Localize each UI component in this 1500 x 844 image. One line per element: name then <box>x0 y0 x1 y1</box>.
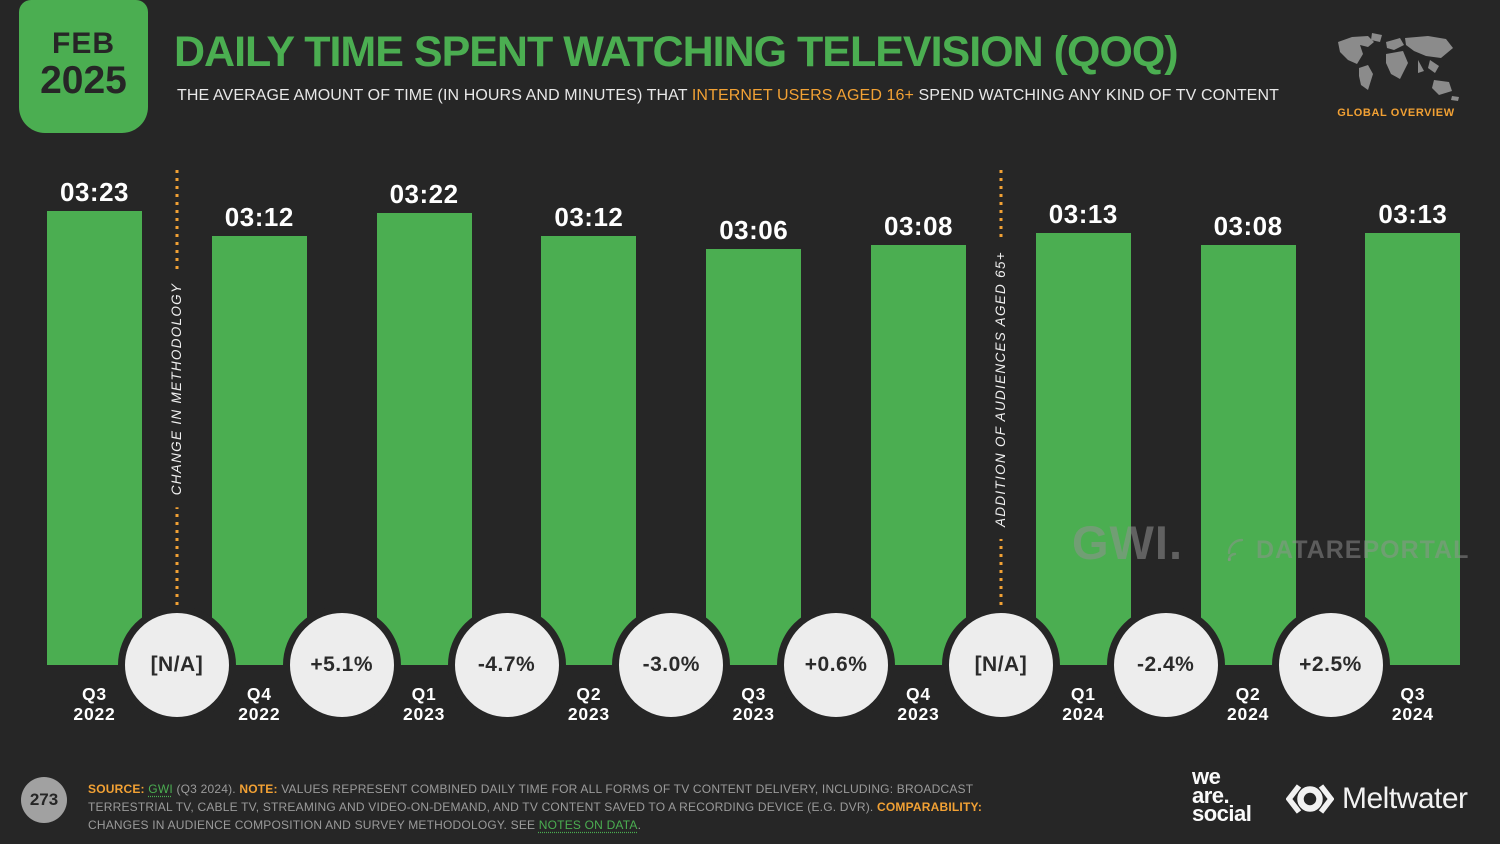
bar-q1-2024 <box>1035 233 1131 665</box>
qoq-change-badge: -3.0% <box>612 606 731 724</box>
bar-q4-2022 <box>211 235 307 665</box>
category-label-line: Q1 <box>1070 684 1096 704</box>
subtitle-suffix: SPEND WATCHING ANY KIND OF TV CONTENT <box>913 87 1279 104</box>
datareportal-watermark: DATAREPORTAL <box>1224 536 1469 565</box>
bar-value-label: 03:06 <box>719 215 789 246</box>
bar-q2-2024 <box>1200 244 1296 665</box>
we-are-social-line1: we <box>1192 764 1221 789</box>
annotation-divider: CHANGE IN METHODOLOGY <box>164 170 190 607</box>
category-label: Q1 2023 <box>403 684 445 724</box>
bar-value-label: 03:12 <box>554 201 624 232</box>
date-badge-month: FEB <box>52 27 115 60</box>
category-label-line: Q3 <box>741 684 767 704</box>
gwi-watermark: GWI. <box>1072 516 1184 569</box>
category-label: Q2 2024 <box>1227 684 1269 724</box>
subtitle-prefix: THE AVERAGE AMOUNT OF TIME (IN HOURS AND… <box>177 87 692 104</box>
bar-value-label: 03:13 <box>1048 199 1118 230</box>
category-label: Q2 2023 <box>568 684 610 724</box>
comparability-text: CHANGES IN AUDIENCE COMPOSITION AND SURV… <box>88 818 539 832</box>
note-text: VALUES REPRESENT COMBINED DAILY TIME FOR… <box>88 782 974 814</box>
bar-q3-2024 <box>1365 233 1461 665</box>
date-badge: FEB 2025 <box>19 0 148 133</box>
category-label-line: 2024 <box>1062 704 1105 724</box>
bar-q2-2023 <box>541 235 637 665</box>
category-label: Q3 2023 <box>733 684 775 724</box>
source-period: (Q3 2024). <box>172 782 240 796</box>
page-subtitle: THE AVERAGE AMOUNT OF TIME (IN HOURS AND… <box>177 87 1279 105</box>
bar-q3-2022 <box>47 211 142 665</box>
date-badge-year: 2025 <box>40 59 127 102</box>
region-label: GLOBAL OVERVIEW <box>1337 107 1455 119</box>
page-title: DAILY TIME SPENT WATCHING TELEVISION (QO… <box>174 28 1179 76</box>
category-label: Q1 2024 <box>1062 684 1104 724</box>
bar-value-label: 03:08 <box>1213 210 1283 241</box>
category-label-line: 2023 <box>897 704 940 724</box>
we-are-social-logo: we are. social <box>1192 764 1252 826</box>
category-label-line: Q2 <box>1235 684 1261 704</box>
page-number-badge: 273 <box>21 777 67 823</box>
qoq-change-badge: -4.7% <box>447 606 566 724</box>
category-label: Q3 2022 <box>73 684 115 724</box>
category-label: Q4 2022 <box>238 684 280 724</box>
bar-value-label: 03:22 <box>389 179 459 210</box>
world-map-icon <box>1338 33 1459 101</box>
page-number: 273 <box>29 790 59 809</box>
meltwater-logo: Meltwater <box>1286 781 1468 817</box>
category-label-line: Q3 <box>82 684 107 704</box>
bar-value-label: 03:23 <box>60 177 129 207</box>
bar-chart: 03:23 Q3 2022 03:12 Q4 2022 03:22 Q1 2023 03:12 Q2… <box>47 170 1461 724</box>
category-label-line: 2022 <box>73 704 116 724</box>
qoq-change-badge: +5.1% <box>282 606 401 724</box>
meltwater-wordmark: Meltwater <box>1342 782 1468 815</box>
category-label-line: 2023 <box>403 704 446 724</box>
category-label-line: 2023 <box>567 704 610 724</box>
annotation-label: ADDITION OF AUDIENCES AGED 65+ <box>988 238 1014 539</box>
category-label-line: 2024 <box>1227 704 1270 724</box>
source-note: SOURCE: GWI (Q3 2024). NOTE: VALUES REPR… <box>88 780 1028 834</box>
qoq-change-badge: +2.5% <box>1271 606 1390 724</box>
qoq-change-badge: [N/A] <box>117 606 236 724</box>
region-block: GLOBAL OVERVIEW <box>1326 30 1466 119</box>
category-label-line: Q4 <box>906 684 931 704</box>
category-label-line: Q1 <box>411 684 437 704</box>
bar-q4-2023 <box>871 244 966 665</box>
datareportal-icon <box>1227 538 1244 561</box>
note-label: NOTE: <box>239 782 278 796</box>
qoq-change-badge: -2.4% <box>1106 606 1225 724</box>
bar-value-label: 03:12 <box>224 201 294 232</box>
category-label-line: Q2 <box>576 684 602 704</box>
bar-q1-2023 <box>376 213 472 665</box>
datareportal-watermark-text: DATAREPORTAL <box>1256 536 1470 564</box>
category-label-line: 2024 <box>1391 704 1434 724</box>
source-link[interactable]: GWI <box>148 782 173 796</box>
bar-value-label: 03:08 <box>884 210 953 241</box>
category-label: Q4 2023 <box>897 684 939 724</box>
notes-on-data-link[interactable]: NOTES ON DATA <box>538 818 638 832</box>
bar-q3-2023 <box>706 249 802 665</box>
category-label-line: 2023 <box>732 704 775 724</box>
we-are-social-line2: are. <box>1192 782 1230 808</box>
category-label-line: 2022 <box>238 704 281 724</box>
bar-value-label: 03:13 <box>1378 199 1448 230</box>
comparability-label: COMPARABILITY: <box>877 800 983 814</box>
qoq-change-badge: +0.6% <box>777 606 896 724</box>
we-are-social-line3: social <box>1192 801 1252 826</box>
category-label: Q3 2024 <box>1392 684 1434 724</box>
subtitle-highlight: INTERNET USERS AGED 16+ <box>691 87 914 104</box>
qoq-change-badge: [N/A] <box>941 606 1060 724</box>
meltwater-icon <box>1286 784 1334 814</box>
annotation-label: CHANGE IN METHODOLOGY <box>164 270 190 507</box>
annotation-divider: ADDITION OF AUDIENCES AGED 65+ <box>988 170 1014 607</box>
source-label: SOURCE: <box>88 782 145 796</box>
category-label-line: Q3 <box>1400 684 1426 704</box>
notes-suffix: . <box>637 818 642 832</box>
category-label-line: Q4 <box>246 684 272 704</box>
